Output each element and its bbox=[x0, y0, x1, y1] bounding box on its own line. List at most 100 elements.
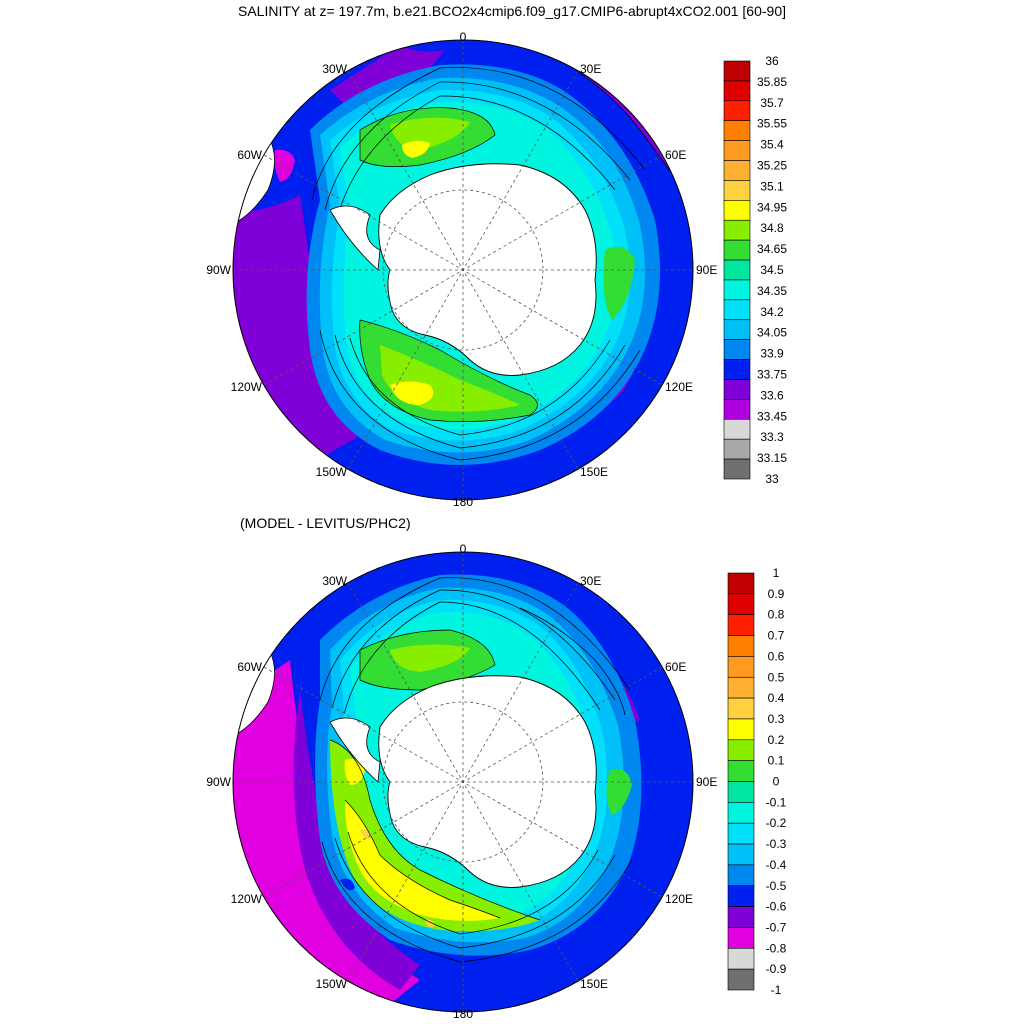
lon-label-150w: 150W bbox=[316, 977, 348, 991]
salinity-colorbar-swatch-8 bbox=[723, 219, 751, 241]
longitude-labels-top: 0 30E 60E 90E 120E 150E 180 150W 120W 90… bbox=[206, 30, 717, 509]
difference-colorbar-swatch-14 bbox=[727, 864, 755, 887]
salinity-colorbar-swatch-13 bbox=[723, 319, 751, 340]
map-title-top: SALINITY at z= 197.7m, b.e21.BCO2x4cmip6… bbox=[238, 3, 786, 19]
salinity-colorbar-swatch-2 bbox=[723, 100, 751, 122]
difference-colorbar-swatch-17 bbox=[727, 927, 755, 949]
salinity-colorbar-tick-label: 34.05 bbox=[757, 326, 787, 340]
salinity-colorbar-tick-label: 33.9 bbox=[760, 347, 784, 361]
lon-label-90w: 90W bbox=[206, 775, 231, 789]
difference-colorbar-tick-label: 0.9 bbox=[768, 587, 785, 601]
salinity-colorbar-swatch-15 bbox=[723, 359, 751, 380]
lon-label-90w: 90W bbox=[206, 263, 231, 277]
difference-colorbar-tick-label: 0.3 bbox=[768, 712, 785, 726]
salinity-colorbar-tick-label: 33.45 bbox=[757, 409, 787, 423]
salinity-colorbar-tick-label: 35.55 bbox=[757, 117, 787, 131]
difference-colorbar-swatch-19 bbox=[727, 968, 755, 991]
salinity-colorbar-tick-label: 34.95 bbox=[757, 200, 787, 214]
difference-colorbar-tick-label: -0.7 bbox=[766, 920, 787, 934]
salinity-colorbar-swatch-7 bbox=[723, 200, 751, 221]
lon-label-60w: 60W bbox=[237, 660, 262, 674]
difference-colorbar-tick-label: -0.4 bbox=[766, 858, 787, 872]
lon-label-120w: 120W bbox=[231, 380, 263, 394]
salinity-colorbar-swatch-18 bbox=[723, 418, 751, 440]
difference-colorbar-swatch-2 bbox=[727, 614, 755, 636]
longitude-labels-bottom: 0 30E 60E 90E 120E 150E 180 150W 120W 90… bbox=[206, 542, 717, 1021]
salinity-colorbar-tick-label: 36 bbox=[765, 54, 779, 68]
difference-colorbar-tick-label: -0.6 bbox=[766, 900, 787, 914]
difference-colorbar-tick-label: 0 bbox=[773, 775, 780, 789]
difference-colorbar-tick-label: -0.1 bbox=[766, 795, 787, 809]
difference-colorbar-tick-label: 0.6 bbox=[768, 649, 785, 663]
difference-colorbar: 1 0.9 0.8 0.7 0.6 0.5 0.4 0.3 0.2 0.1 0 -0.1 -0.2 -0.… bbox=[727, 566, 787, 997]
graticule-bottom bbox=[233, 552, 693, 1012]
difference-colorbar-swatch-8 bbox=[727, 739, 755, 761]
lon-label-150e: 150E bbox=[580, 977, 608, 991]
lon-label-120e: 120E bbox=[665, 892, 693, 906]
salinity-colorbar-tick-label: 35.85 bbox=[757, 75, 787, 89]
lon-label-180: 180 bbox=[453, 1007, 473, 1021]
difference-colorbar-swatch-10 bbox=[727, 781, 755, 803]
salinity-polar-map: 0 30E 60E 90E 120E 150E 180 150W 120W 90… bbox=[206, 30, 717, 509]
salinity-colorbar-tick-label: 35.1 bbox=[760, 179, 784, 193]
salinity-colorbar-swatch-1 bbox=[723, 80, 751, 102]
difference-colorbar-tick-label: -0.2 bbox=[766, 816, 787, 830]
lon-label-30w: 30W bbox=[322, 62, 347, 76]
difference-colorbar-swatch-4 bbox=[727, 656, 755, 678]
lon-label-0: 0 bbox=[460, 30, 467, 44]
salinity-colorbar-swatch-16 bbox=[723, 379, 751, 400]
salinity-colorbar-tick-label: 35.25 bbox=[757, 159, 787, 173]
salinity-colorbar-swatch-19 bbox=[723, 438, 751, 460]
lon-label-60e: 60E bbox=[665, 660, 686, 674]
salinity-colorbar-swatch-5 bbox=[723, 160, 751, 181]
lon-label-120e: 120E bbox=[665, 380, 693, 394]
salinity-colorbar-tick-label: 34.35 bbox=[757, 284, 787, 298]
difference-colorbar-swatch-9 bbox=[727, 760, 755, 782]
difference-colorbar-tick-label: 0.8 bbox=[768, 608, 785, 622]
difference-colorbar-tick-label: 0.2 bbox=[768, 733, 785, 747]
difference-colorbar-swatch-12 bbox=[727, 822, 755, 845]
difference-polar-map: 0 30E 60E 90E 120E 150E 180 150W 120W 90… bbox=[206, 542, 717, 1021]
salinity-colorbar-swatch-4 bbox=[723, 140, 751, 161]
difference-colorbar-swatch-3 bbox=[727, 635, 755, 657]
difference-colorbar-tick-label: 0.1 bbox=[768, 754, 785, 768]
salinity-colorbar-tick-label: 33.15 bbox=[757, 451, 787, 465]
salinity-colorbar-swatch-11 bbox=[723, 279, 751, 301]
salinity-colorbar-tick-label: 34.65 bbox=[757, 242, 787, 256]
lon-label-150w: 150W bbox=[316, 465, 348, 479]
salinity-colorbar-swatch-20 bbox=[723, 458, 751, 480]
lon-label-0: 0 bbox=[460, 542, 467, 556]
salinity-colorbar-tick-label: 34.8 bbox=[760, 221, 784, 235]
difference-colorbar-swatch-7 bbox=[727, 718, 755, 741]
salinity-colorbar-tick-label: 34.2 bbox=[760, 305, 784, 319]
map-title-bottom: (MODEL - LEVITUS/PHC2) bbox=[240, 515, 411, 531]
difference-colorbar-tick-label: -0.8 bbox=[766, 941, 787, 955]
difference-colorbar-swatch-11 bbox=[727, 802, 755, 824]
salinity-colorbar-swatch-12 bbox=[723, 299, 751, 321]
difference-colorbar-tick-label: -0.5 bbox=[766, 879, 787, 893]
salinity-colorbar: 36 35.85 35.7 35.55 35.4 35.25 35.1 34.95 34.8 34… bbox=[723, 54, 787, 486]
salinity-colorbar-swatch-3 bbox=[723, 120, 751, 141]
lon-label-90e: 90E bbox=[696, 775, 717, 789]
salinity-colorbar-swatch-14 bbox=[723, 339, 751, 360]
lon-label-30w: 30W bbox=[322, 574, 347, 588]
difference-colorbar-swatch-1 bbox=[727, 593, 755, 615]
difference-colorbar-swatch-5 bbox=[727, 676, 755, 699]
salinity-colorbar-tick-label: 35.7 bbox=[760, 96, 784, 110]
lon-label-120w: 120W bbox=[231, 892, 263, 906]
salinity-colorbar-tick-label: 35.4 bbox=[760, 138, 784, 152]
difference-colorbar-swatch-15 bbox=[727, 885, 755, 907]
difference-colorbar-tick-label: 0.4 bbox=[768, 691, 785, 705]
difference-colorbar-swatch-13 bbox=[727, 843, 755, 866]
lon-label-90e: 90E bbox=[696, 263, 717, 277]
salinity-colorbar-tick-label: 33.6 bbox=[760, 388, 784, 402]
salinity-colorbar-swatch-10 bbox=[723, 259, 751, 281]
salinity-colorbar-tick-label: 33.75 bbox=[757, 368, 787, 382]
salinity-colorbar-swatch-6 bbox=[723, 180, 751, 201]
difference-colorbar-swatch-6 bbox=[727, 697, 755, 720]
difference-colorbar-tick-label: -0.3 bbox=[766, 837, 787, 851]
lon-label-30e: 30E bbox=[580, 62, 601, 76]
lon-label-60e: 60E bbox=[665, 148, 686, 162]
difference-colorbar-tick-label: -1 bbox=[771, 983, 782, 997]
